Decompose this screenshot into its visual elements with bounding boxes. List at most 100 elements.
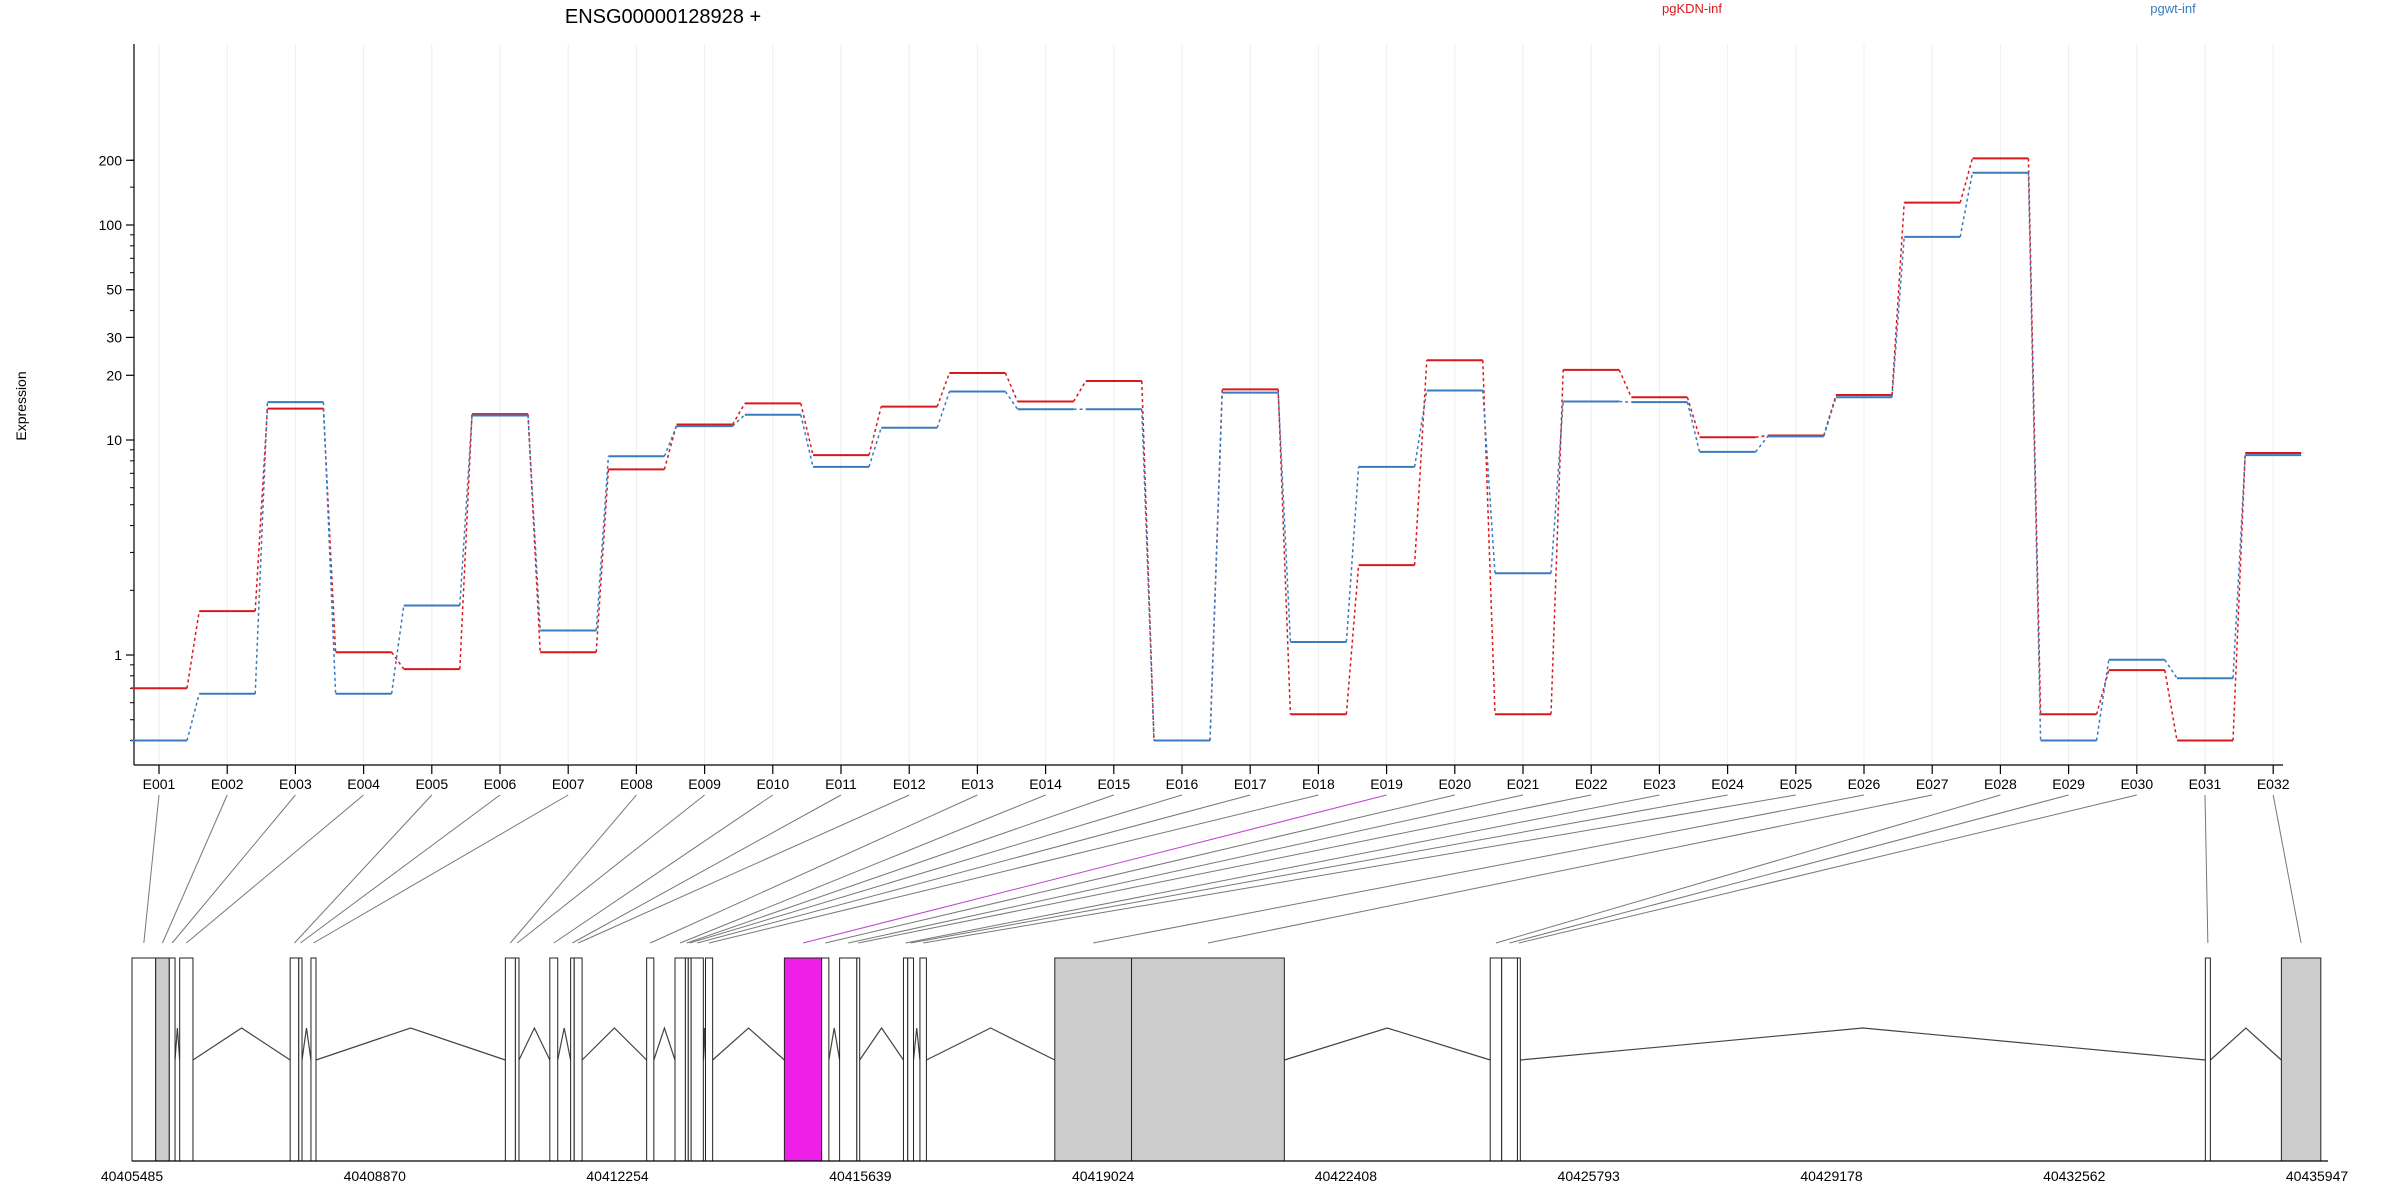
series-2-connector <box>2164 659 2178 679</box>
x-tick-label-e032: E032 <box>2257 776 2290 792</box>
intron <box>859 1026 904 1061</box>
series-1-connector <box>1891 202 1905 396</box>
series-2-connector <box>1550 401 1564 574</box>
series-2-connector <box>1891 236 1905 398</box>
series-1-connector <box>527 414 541 653</box>
connector-e028 <box>1495 794 2001 944</box>
series-1-connector <box>1755 434 1768 438</box>
series-2-connector <box>1141 409 1155 741</box>
series-1-connector <box>800 403 814 456</box>
x-tick-label-e007: E007 <box>552 776 585 792</box>
series-1-connector <box>731 403 746 425</box>
exon-e029 <box>1501 957 1518 1162</box>
series-2-connector <box>663 425 678 457</box>
series-2-connector <box>1413 390 1428 467</box>
series-2-connector <box>1209 392 1223 741</box>
x-tick-label-e014: E014 <box>1029 776 1062 792</box>
series-2-connector <box>322 402 337 694</box>
series-1-connector <box>1345 565 1360 715</box>
exon-connectors <box>143 794 2302 944</box>
y-tick-label: 10 <box>106 432 122 448</box>
exon-e023 <box>902 957 909 1162</box>
vertical-grid <box>158 44 2274 764</box>
legend-label-series-2: pgwt-inf <box>2150 1 2196 16</box>
exon-e021 <box>839 957 858 1162</box>
intron <box>301 1027 312 1061</box>
x-tick-label-e027: E027 <box>1916 776 1949 792</box>
series-2-connector <box>800 414 814 468</box>
connector-e010 <box>553 794 774 944</box>
connector-e024 <box>910 794 1728 944</box>
intron <box>518 1026 551 1061</box>
connector-e020 <box>825 794 1455 944</box>
chart-title: ENSG00000128928 + <box>565 6 761 28</box>
exon-e027 <box>1131 957 1285 1162</box>
exon-e006 <box>298 957 303 1162</box>
series-1-connector <box>1482 360 1496 715</box>
x-tick-label-e003: E003 <box>279 776 312 792</box>
exon-e012 <box>573 957 583 1162</box>
connector-e013 <box>650 794 978 944</box>
axes: 1 10 20 30 50 100 200 E001 E002 E003 E004 E005 E006 E… <box>99 44 2290 792</box>
exon-e028 <box>1489 957 1503 1162</box>
exon-e003 <box>168 957 176 1162</box>
connector-e007 <box>313 794 569 944</box>
x-tick-label-e023: E023 <box>1643 776 1676 792</box>
intron <box>192 1027 291 1061</box>
x-tick-label-e026: E026 <box>1848 776 1881 792</box>
exon-e026 <box>1054 957 1133 1162</box>
exon-e032 <box>2280 957 2322 1162</box>
exon-e031 <box>2204 957 2211 1162</box>
series-2-connector <box>1959 172 1974 238</box>
intron <box>653 1026 676 1061</box>
connector-e014 <box>680 794 1046 944</box>
exon-e008 <box>504 957 516 1162</box>
coordinate-label: 40425793 <box>1558 1168 1621 1184</box>
connector-e004 <box>186 794 364 944</box>
y-tick-label: 20 <box>106 367 122 383</box>
exon-e010 <box>549 957 559 1162</box>
exon-e024 <box>907 957 914 1162</box>
y-tick-label: 50 <box>106 282 122 298</box>
series-1-connector <box>1413 360 1428 566</box>
series-1-connector <box>936 372 951 407</box>
x-tick-label-e018: E018 <box>1302 776 1335 792</box>
series-2-connector <box>186 693 200 741</box>
intron <box>828 1027 841 1061</box>
series-2-connector <box>459 415 473 606</box>
x-tick-label-e011: E011 <box>825 776 857 792</box>
series-2-connector <box>1619 400 1632 403</box>
connector-e031 <box>2204 794 2209 944</box>
coordinate-label: 40405485 <box>101 1168 164 1184</box>
connector-e005 <box>294 794 433 944</box>
x-tick-label-e015: E015 <box>1097 776 1130 792</box>
series-2-connector <box>936 391 951 429</box>
exon-e002 <box>155 957 170 1162</box>
y-tick-label: 1 <box>114 647 122 663</box>
series-1-connector <box>390 651 405 670</box>
series-2-connector <box>254 402 269 694</box>
connector-e002 <box>162 794 228 944</box>
y-tick-label: 200 <box>99 152 123 168</box>
series-2-connector <box>1277 392 1292 642</box>
x-tick-label-e028: E028 <box>1984 776 2017 792</box>
coordinate-label: 40419024 <box>1072 1168 1135 1184</box>
connector-e032 <box>2272 794 2302 944</box>
series-2-connector <box>2232 455 2246 679</box>
series-2-connector <box>390 605 405 694</box>
gene-model: 40405485 40408870 40412254 40415639 40419024… <box>101 957 2348 1184</box>
intron <box>581 1027 648 1061</box>
series-2-connector <box>1686 401 1701 453</box>
series-2 <box>131 171 2302 742</box>
series-lines <box>131 157 2302 742</box>
x-tick-label-e004: E004 <box>347 776 380 792</box>
x-tick-label-e008: E008 <box>620 776 653 792</box>
coordinate-label: 40408870 <box>344 1168 407 1184</box>
connector-e030 <box>1518 794 2137 944</box>
intron <box>2209 1027 2282 1061</box>
intron <box>1284 1027 1491 1061</box>
x-tick-label-e012: E012 <box>893 776 926 792</box>
intron <box>912 1027 921 1061</box>
exon-e001 <box>131 957 157 1162</box>
